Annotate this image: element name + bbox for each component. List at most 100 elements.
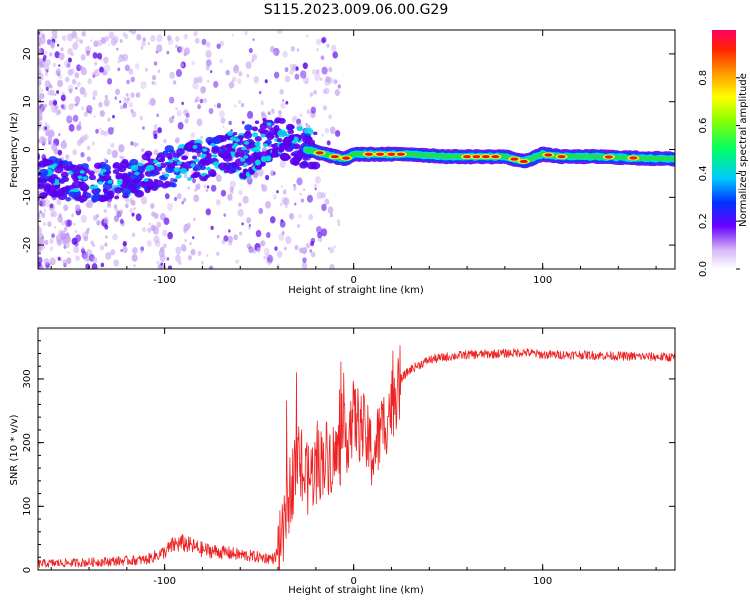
spectrogram-scatter-point [299, 192, 302, 196]
spectrogram-band-point [79, 195, 88, 202]
spectrogram-peak [472, 155, 481, 159]
spectrogram-scatter-point [213, 80, 219, 88]
snr-y-tick-label: 200 [22, 433, 33, 452]
spectrogram-scatter-point [71, 213, 75, 218]
spectrogram-scatter-point [223, 213, 227, 217]
spectrogram-band-point [114, 186, 123, 194]
spectrogram-scatter-point [66, 62, 71, 68]
colorbar: 0.0 0.2 0.4 0.6 0.8 Normalized spectral ampl… [698, 30, 749, 277]
spectrogram-scatter-point [87, 227, 90, 232]
spectrogram-scatter-point [316, 48, 319, 52]
spectrogram-scatter-point [96, 52, 103, 60]
spectrogram-scatter-point [305, 242, 311, 249]
spectrogram-scatter-point [162, 229, 168, 237]
spectrogram-scatter-point [133, 207, 136, 210]
spectrogram-scatter-point [260, 240, 266, 247]
spectrogram-scatter-point [63, 240, 70, 249]
spectrogram-scatter-point [96, 219, 101, 226]
spectrogram-scatter-point [289, 63, 295, 71]
spectrogram-scatter-point [80, 106, 85, 111]
spectrogram-scatter-point [294, 202, 297, 206]
spectrogram-highlight [212, 154, 218, 158]
spectrogram-scatter-point [328, 114, 333, 120]
spectrogram-scatter-point [119, 105, 124, 110]
spectrogram-highlight [175, 175, 181, 179]
spectrogram-scatter-point [52, 100, 58, 106]
spectrogram-scatter-point [63, 204, 69, 212]
spectrogram-scatter-point [58, 74, 63, 80]
spectrogram-scatter-point [332, 51, 338, 59]
spectrogram-scatter-point [91, 141, 95, 146]
spectrogram-band-point [193, 164, 202, 171]
spectrogram-scatter-point [175, 69, 183, 78]
spectrogram-scatter-point [321, 66, 328, 75]
spectrogram-scatter-point [310, 251, 316, 258]
spectrogram-scatter-point [174, 197, 178, 202]
spectrogram-scatter-point [151, 74, 157, 81]
spectrogram-scatter-point [320, 192, 326, 199]
spectrogram-scatter-point [184, 238, 187, 243]
spectrogram-scatter-point [41, 104, 46, 111]
spectrogram-scatter-point [293, 183, 296, 188]
spectrogram-scatter-point [49, 257, 56, 266]
spectrogram-scatter-point [51, 143, 58, 152]
spectrogram-highlight [77, 175, 83, 179]
spectrogram-branch-point [239, 172, 246, 179]
spectrogram-highlight [210, 142, 216, 147]
spectrogram-scatter-point [329, 126, 336, 135]
spectrogram-band-point [179, 168, 188, 175]
spectrogram-scatter-point [38, 57, 42, 63]
spectrogram-scatter-point [140, 249, 144, 254]
spectrogram-scatter-point [43, 64, 50, 72]
spectrogram-band-point [153, 179, 164, 188]
spectrogram-scatter-point [105, 72, 109, 76]
spectrogram-band-point [62, 160, 69, 166]
spectrogram-scatter-point [279, 203, 283, 206]
spectrogram-band-point [173, 167, 180, 173]
spectrogram-band-point [39, 192, 48, 199]
spectrogram-scatter-point [263, 247, 270, 256]
spectrogram-scatter-point [306, 34, 309, 38]
spectrogram-peak [342, 156, 351, 160]
spectrogram-scatter-point [110, 142, 115, 148]
snr-x-label: Height of straight line (km) [288, 585, 424, 596]
spectrogram-scatter-point [147, 227, 152, 233]
spectrogram-scatter-point [122, 246, 128, 253]
spectrogram-scatter-point [68, 103, 74, 111]
snr-marks [38, 345, 675, 570]
spectrogram-scatter-point [133, 264, 136, 268]
spectrogram-scatter-point [302, 76, 310, 85]
spectrogram-band-point [97, 165, 102, 169]
spectrogram-scatter-point [49, 89, 55, 96]
spectrogram-highlight [254, 142, 260, 146]
spectrogram-scatter-point [234, 104, 237, 108]
spectrogram-scatter-point [192, 178, 197, 184]
spectrogram-band-point [102, 175, 108, 180]
spectrogram-band-point [59, 187, 67, 193]
snr-y-tick-label: 100 [22, 497, 33, 516]
spectrogram-scatter-point [215, 199, 221, 206]
snr-panel: -100 0 100 0 100 200 300 Height of straight li… [9, 327, 676, 596]
spectrogram-band-point [313, 131, 318, 136]
spectrogram-scatter-point [67, 84, 74, 93]
spectrogram-band-point [237, 135, 244, 141]
spectrogram-scatter-point [296, 177, 303, 186]
spectrogram-scatter-point [238, 71, 243, 77]
spectrogram-band-point [72, 176, 79, 182]
spectrogram-band-point [60, 171, 69, 178]
spectrogram-scatter-point [38, 94, 41, 103]
spectrogram-scatter-point [168, 116, 174, 124]
spectrogram-highlight [262, 143, 268, 147]
spectrogram-highlight [241, 146, 247, 151]
spectrogram-scatter-point [74, 229, 78, 234]
spectrogram-scatter-point [73, 245, 79, 254]
spectrogram-scatter-point [57, 256, 61, 261]
spectrogram-scatter-point [41, 245, 46, 250]
spectrogram-scatter-point [203, 97, 208, 104]
spectrogram-band-point [88, 174, 96, 181]
spectrogram-scatter-point [210, 70, 213, 74]
spectrogram-scatter-point [257, 168, 264, 177]
spectrogram-branch-point [248, 168, 255, 175]
spectrogram-scatter-point [261, 184, 268, 192]
